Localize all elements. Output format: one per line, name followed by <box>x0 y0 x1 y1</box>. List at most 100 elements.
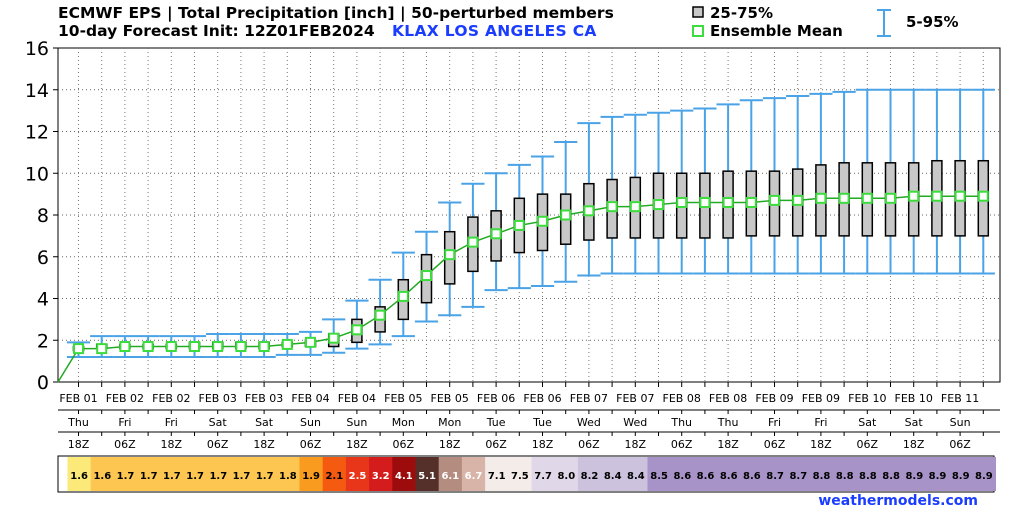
value-bar-cell <box>299 457 324 491</box>
value-bar-cell <box>554 457 579 491</box>
value-bar-label: 1.7 <box>186 471 204 482</box>
value-bar-cell <box>90 457 115 491</box>
value-bar-cell <box>925 457 950 491</box>
mean-marker <box>165 341 177 353</box>
y-tick-label: 14 <box>25 80 49 102</box>
value-bar-cell <box>740 457 764 491</box>
mean-marker <box>583 205 595 217</box>
x-date-label: FEB 06 <box>477 392 515 405</box>
value-bar-label: 8.2 <box>581 471 599 482</box>
mean-marker <box>815 192 827 204</box>
mean-marker <box>954 190 966 202</box>
x-date-label: FEB 01 <box>59 392 97 405</box>
x-date-label: FEB 03 <box>199 392 237 405</box>
x-hour-label: 18Z <box>68 438 90 451</box>
mean-marker <box>629 201 641 213</box>
mean-marker <box>699 196 711 208</box>
x-day-label: Thu <box>717 416 739 429</box>
value-bar-label: 3.2 <box>372 471 390 482</box>
value-bar-label: 6.1 <box>441 471 459 482</box>
value-bar-cell <box>206 457 231 491</box>
x-date-label: FEB 09 <box>755 392 793 405</box>
x-hour-label: 06Z <box>207 438 229 451</box>
mean-marker <box>73 343 84 355</box>
mean-marker <box>676 196 688 208</box>
value-bar-label: 1.7 <box>163 471 181 482</box>
x-hour-label: 06Z <box>114 438 136 451</box>
value-bar-cell <box>693 457 718 491</box>
x-date-label: FEB 04 <box>291 392 329 405</box>
value-bar-label: 8.0 <box>557 471 575 482</box>
x-day-label: Wed <box>623 416 647 429</box>
value-bar-cell <box>438 457 463 491</box>
value-bar-cell <box>508 457 532 491</box>
value-bar-label: 1.7 <box>140 471 158 482</box>
value-bar-label: 8.9 <box>929 471 947 482</box>
value-bar-label: 1.7 <box>256 471 274 482</box>
value-bar-cell <box>369 457 393 491</box>
value-bar-cell <box>972 457 996 491</box>
value-bar-cell <box>717 457 741 491</box>
mean-marker <box>885 192 896 204</box>
value-bar-cell <box>113 457 138 491</box>
x-day-label: Tue <box>486 416 506 429</box>
mean-marker <box>931 190 943 202</box>
y-tick-label: 8 <box>37 205 49 227</box>
x-day-label: Thu <box>67 416 89 429</box>
mean-marker <box>119 341 131 353</box>
mean-marker <box>908 190 920 202</box>
mean-marker <box>235 341 247 353</box>
value-bar-label: 2.1 <box>325 471 343 482</box>
y-tick-label: 12 <box>25 122 49 144</box>
value-bar-label: 7.5 <box>511 471 529 482</box>
value-bar-cell <box>763 457 788 491</box>
value-bar-cell <box>345 457 370 491</box>
x-date-label: FEB 11 <box>941 392 979 405</box>
mean-marker <box>142 341 154 353</box>
x-date-label: FEB 07 <box>570 392 608 405</box>
value-bar-label: 8.8 <box>859 471 877 482</box>
value-bar-label: 8.8 <box>813 471 831 482</box>
mean-marker <box>421 270 432 282</box>
x-hour-label: 18Z <box>161 438 183 451</box>
x-date-label: FEB 05 <box>384 392 422 405</box>
value-bar-label: 6.7 <box>465 471 483 482</box>
mean-marker <box>305 336 316 348</box>
value-bar-label: 8.9 <box>975 471 993 482</box>
mean-marker <box>861 192 873 204</box>
value-bar-label: 8.4 <box>604 471 622 482</box>
y-tick-label: 4 <box>37 289 49 311</box>
x-day-label: Sat <box>209 416 228 429</box>
value-bar-cell <box>160 457 184 491</box>
mean-marker <box>977 190 989 202</box>
x-hour-label: 18Z <box>810 438 832 451</box>
x-date-label: FEB 10 <box>895 392 933 405</box>
mean-marker <box>745 196 757 208</box>
station-label: KLAX LOS ANGELES CA <box>392 22 597 40</box>
x-day-label: Fri <box>768 416 781 429</box>
value-bar-cell <box>183 457 208 491</box>
value-bar-cell <box>601 457 625 491</box>
value-bar-cell <box>949 457 973 491</box>
x-day-label: Sat <box>905 416 924 429</box>
mean-marker <box>606 201 618 213</box>
mean-marker <box>467 236 479 248</box>
x-date-label: FEB 02 <box>106 392 144 405</box>
x-date-label: FEB 09 <box>802 392 840 405</box>
y-tick-label: 0 <box>37 372 49 394</box>
value-bar-label: 1.9 <box>302 471 320 482</box>
legend-whisker-swatch <box>877 9 891 37</box>
value-bar-cell <box>833 457 857 491</box>
x-hour-label: 18Z <box>439 438 461 451</box>
mean-marker <box>792 194 804 206</box>
value-bar-cell <box>461 457 486 491</box>
legend-mean-label: Ensemble Mean <box>710 22 843 40</box>
x-hour-label: 06Z <box>671 438 693 451</box>
value-bar-cell <box>647 457 672 491</box>
x-day-label: Thu <box>670 416 692 429</box>
value-bar-cell <box>902 457 927 491</box>
x-hour-label: 06Z <box>857 438 879 451</box>
mean-marker <box>769 194 780 206</box>
y-tick-label: 2 <box>37 330 49 352</box>
